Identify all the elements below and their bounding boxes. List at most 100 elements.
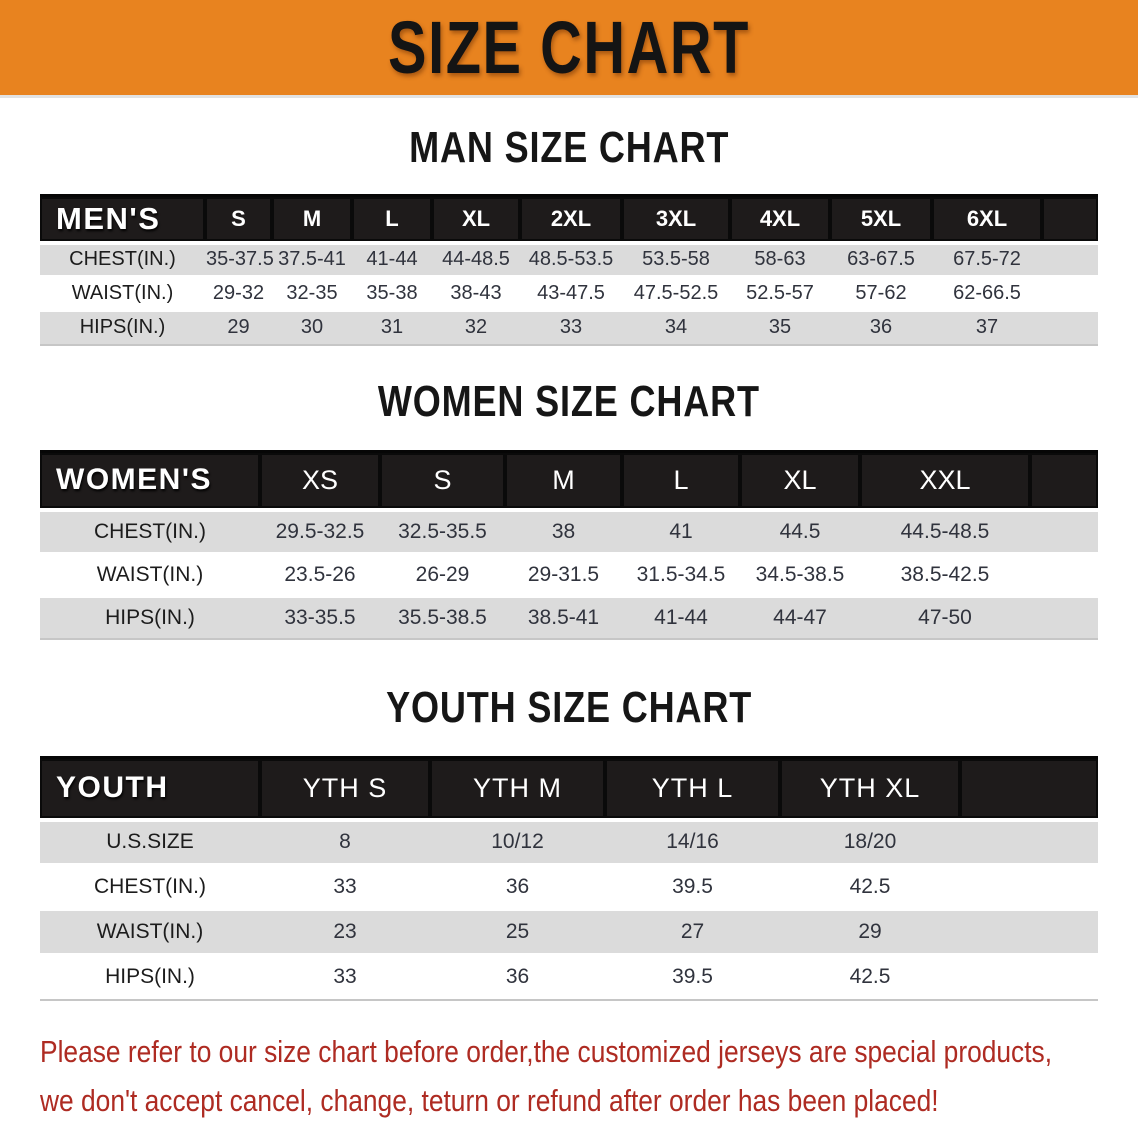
row-label: CHEST(IN.)	[94, 519, 206, 543]
size-column-header: 6XL	[932, 194, 1042, 245]
size-value-cell: 26-29	[415, 562, 470, 586]
size-value-cell: 48.5-53.5	[528, 248, 614, 271]
notice-line-2: we don't accept cancel, change, teturn o…	[40, 1082, 939, 1118]
size-value-cell: 44.5	[779, 519, 821, 543]
size-value-cell: 29.5-32.5	[275, 519, 365, 543]
size-value-cell: 23	[333, 920, 357, 943]
size-value-cell: 42.5	[849, 965, 891, 989]
size-column-header: XL	[740, 449, 860, 512]
men-size-table: MEN'S S M L XL 2XL 3XL 4XL 5XL 6XL CHEST(IN.) 35-37…	[40, 194, 1098, 346]
size-value-cell: 14/16	[666, 830, 719, 854]
table-row: CHEST(IN.) 33 36 39.5 42.5	[40, 864, 1098, 910]
men-section-heading: MAN SIZE CHART	[0, 126, 1138, 170]
section-heading-text: MAN SIZE CHART	[408, 123, 730, 172]
size-value-cell: 43-47.5	[537, 282, 605, 304]
spacer-cell	[1030, 553, 1098, 596]
size-value-cell: 37	[975, 316, 999, 339]
size-value-cell: 33	[333, 965, 357, 989]
size-column-header: 5XL	[830, 194, 932, 245]
size-column-header: L	[352, 194, 432, 245]
spacer-cell	[960, 955, 1098, 1000]
size-value-cell: 36	[505, 875, 530, 898]
table-row: CHEST(IN.) 35-37.5 37.5-41 41-44 44-48.5 48.5…	[40, 242, 1098, 277]
size-value-cell: 37.5-41	[278, 248, 346, 271]
size-value-cell: 47.5-52.5	[633, 282, 719, 304]
order-notice: Please refer to our size chart before or…	[0, 1027, 1138, 1125]
size-value-cell: 29-31.5	[527, 562, 600, 586]
size-value-cell: 34	[664, 316, 688, 339]
table-row: CHEST(IN.) 29.5-32.5 32.5-35.5 38 41 44.5 44.5…	[40, 510, 1098, 553]
size-column-header: L	[622, 449, 740, 512]
spacer-cell	[1042, 311, 1098, 345]
spacer-cell	[1030, 449, 1098, 512]
row-label: WAIST(IN.)	[96, 562, 204, 586]
size-value-cell: 38.5-41	[527, 605, 600, 629]
size-value-cell: 31.5-34.5	[636, 562, 726, 586]
size-value-cell: 18/20	[843, 830, 897, 854]
row-label: WAIST(IN.)	[96, 920, 204, 943]
size-column-header: 3XL	[622, 194, 730, 245]
youth-section-heading: YOUTH SIZE CHART	[0, 686, 1138, 730]
size-value-cell: 34.5-38.5	[755, 562, 845, 586]
banner-title: SIZE CHART	[388, 6, 750, 89]
size-value-cell: 8	[339, 830, 351, 854]
size-column-header: S	[205, 194, 272, 245]
size-value-cell: 39.5	[672, 875, 713, 898]
size-column-header: XS	[260, 449, 380, 512]
table-row: WAIST(IN.) 23 25 27 29	[40, 909, 1098, 955]
size-column-header: XXL	[860, 449, 1030, 512]
size-value-cell: 38	[551, 519, 576, 543]
size-value-cell: 30	[300, 316, 324, 339]
spacer-cell	[1042, 243, 1098, 277]
size-value-cell: 32-35	[286, 282, 338, 304]
size-value-cell: 39.5	[672, 965, 713, 989]
size-column-header: 4XL	[730, 194, 830, 245]
size-value-cell: 32	[464, 316, 488, 339]
size-value-cell: 44-47	[773, 605, 827, 629]
size-value-cell: 47-50	[918, 605, 972, 629]
row-label: HIPS(IN.)	[105, 965, 195, 989]
row-label: U.S.SIZE	[106, 830, 194, 854]
size-value-cell: 41-44	[366, 248, 418, 271]
size-value-cell: 35-38	[366, 282, 418, 304]
section-heading-text: WOMEN SIZE CHART	[378, 376, 760, 426]
table-row: WAIST(IN.) 23.5-26 26-29 29-31.5 31.5-34.5 34…	[40, 553, 1098, 596]
size-column-header: S	[380, 449, 505, 512]
spacer-cell	[1030, 510, 1098, 553]
size-value-cell: 33-35.5	[284, 605, 356, 629]
spacer-cell	[1030, 596, 1098, 639]
size-value-cell: 58-63	[754, 248, 806, 271]
size-column-header: 2XL	[520, 194, 622, 245]
spacer-cell	[960, 910, 1098, 955]
row-label: HIPS(IN.)	[79, 316, 166, 339]
youth-size-table: YOUTH YTH S YTH M YTH L YTH XL U.S.SIZE 8 10/12…	[40, 756, 1098, 1001]
youth-corner-label: YOUTH	[40, 756, 260, 822]
size-column-header: XL	[432, 194, 520, 245]
spacer-cell	[960, 865, 1098, 910]
size-value-cell: 41	[669, 519, 693, 543]
spacer-cell	[1042, 194, 1098, 245]
row-label: CHEST(IN.)	[94, 875, 206, 898]
size-value-cell: 29	[227, 316, 250, 339]
size-value-cell: 31	[380, 316, 404, 339]
table-row: HIPS(IN.) 29 30 31 32 33 34 35 36 37	[40, 310, 1098, 345]
size-value-cell: 38.5-42.5	[900, 562, 990, 586]
table-row: HIPS(IN.) 33 36 39.5 42.5	[40, 954, 1098, 1000]
women-size-table: WOMEN'S XS S M L XL XXL CHEST(IN.) 29.5-32.5 32.5…	[40, 449, 1098, 641]
size-column-header: YTH L	[605, 756, 780, 822]
row-label: HIPS(IN.)	[105, 605, 195, 629]
row-label: CHEST(IN.)	[69, 248, 176, 271]
men-size-section: MAN SIZE CHART MEN'S S M L XL 2XL 3XL 4XL 5XL 6XL C…	[0, 126, 1138, 346]
size-value-cell: 35.5-38.5	[398, 605, 487, 629]
size-chart-sections: MAN SIZE CHART MEN'S S M L XL 2XL 3XL 4XL 5XL 6XL C…	[0, 126, 1138, 1001]
size-value-cell: 33	[559, 316, 583, 339]
youth-size-section: YOUTH SIZE CHART YOUTH YTH S YTH M YTH L YTH …	[0, 686, 1138, 1001]
size-value-cell: 44-48.5	[442, 248, 510, 271]
size-value-cell: 29	[858, 920, 882, 943]
spacer-cell	[960, 756, 1098, 822]
section-heading-text: YOUTH SIZE CHART	[386, 683, 752, 732]
size-value-cell: 44.5-48.5	[900, 519, 990, 543]
size-value-cell: 36	[505, 965, 530, 989]
banner: SIZE CHART	[0, 0, 1138, 98]
